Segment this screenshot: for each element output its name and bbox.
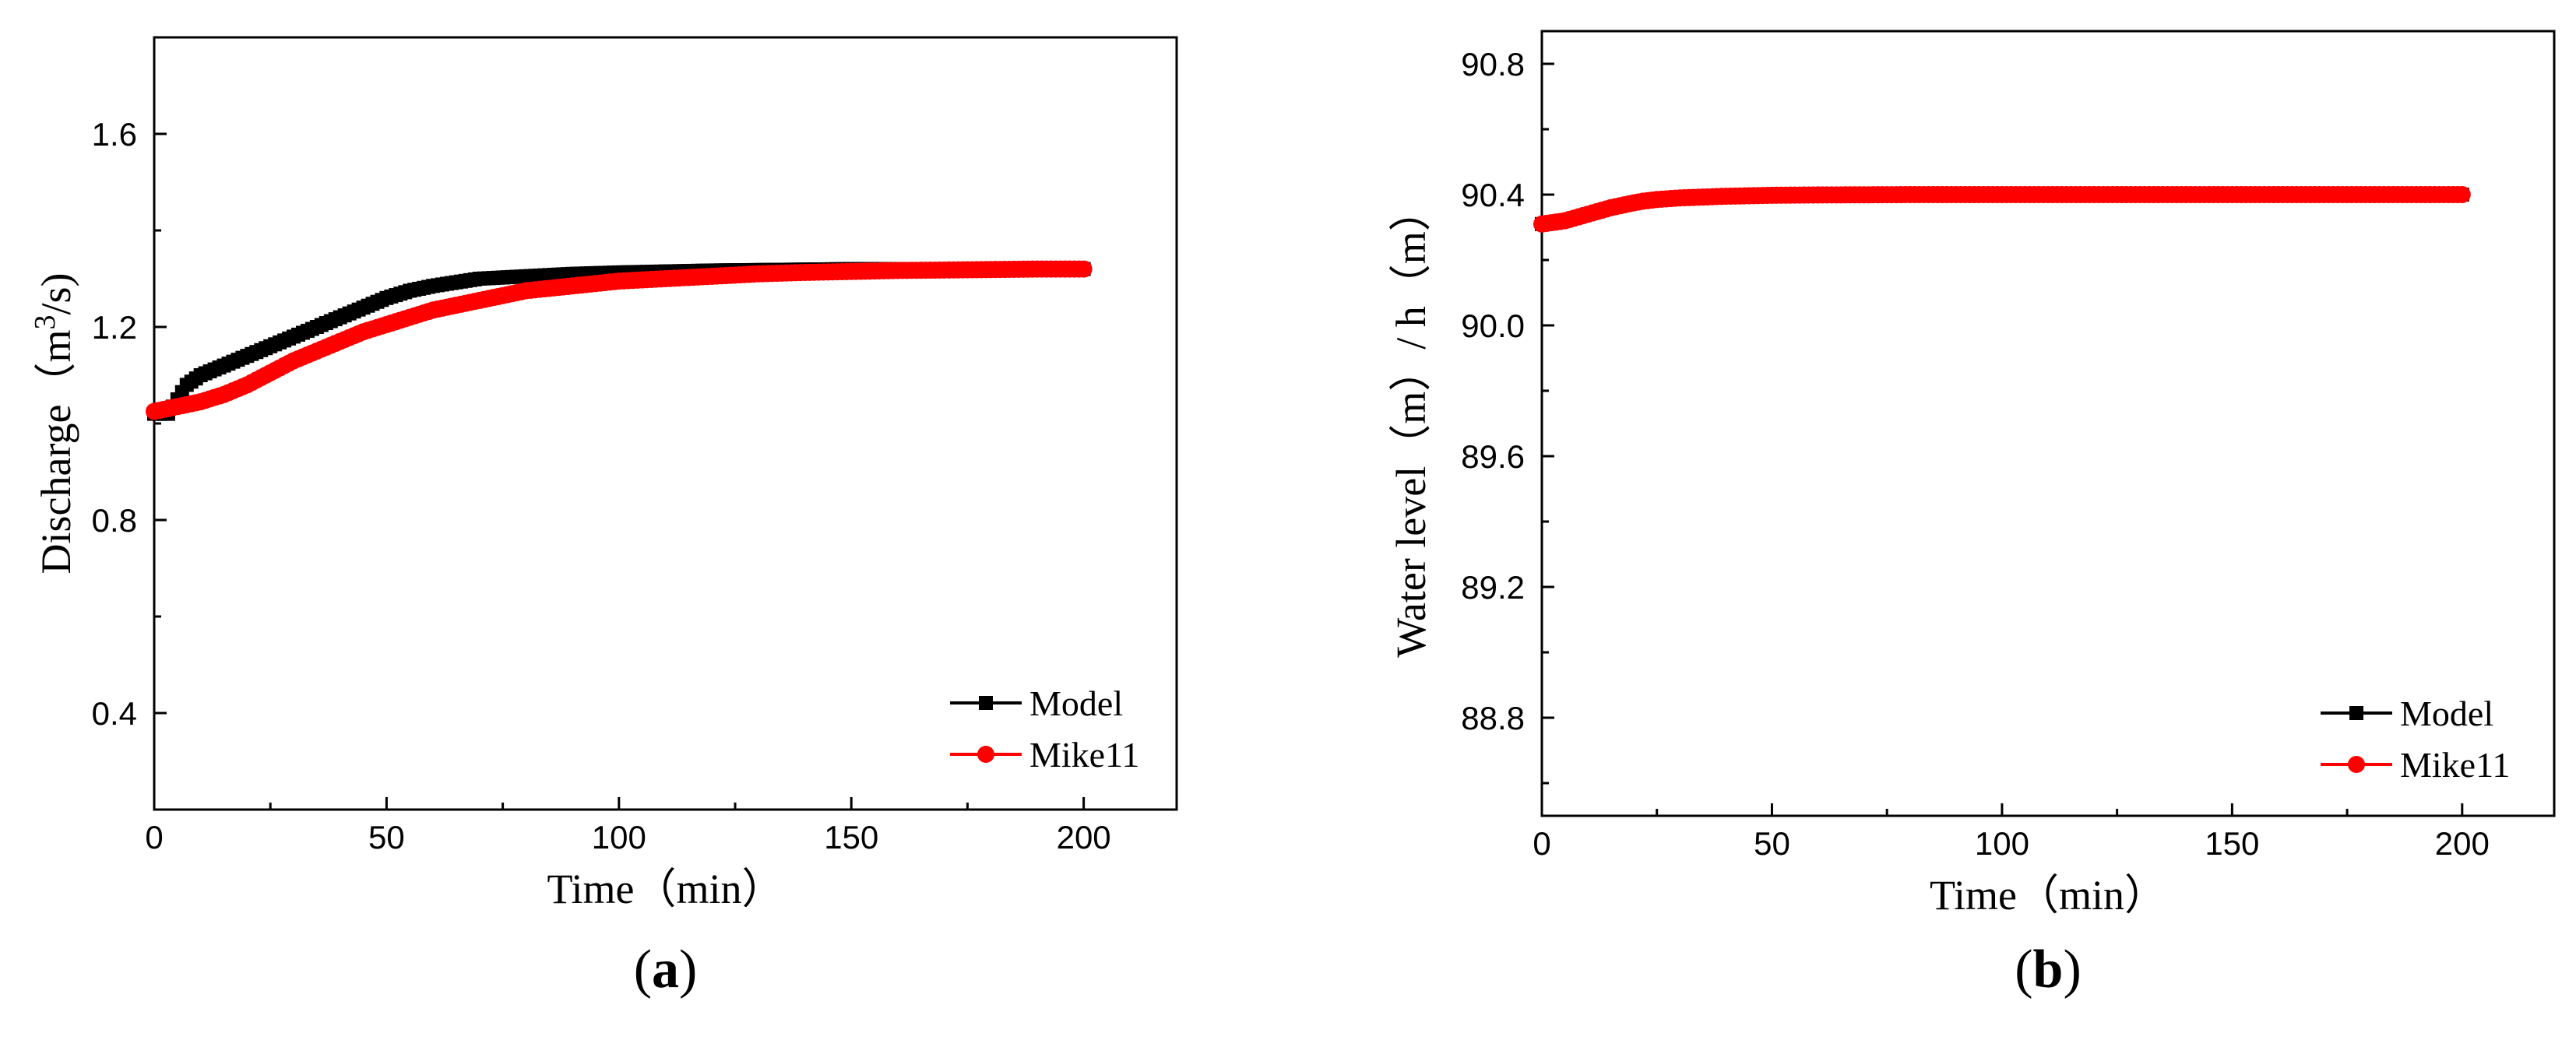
plot-frame <box>153 36 1178 811</box>
x-tick-label: 50 <box>368 819 405 856</box>
x-tick-label: 0 <box>1533 825 1550 862</box>
legend-marker <box>977 746 994 763</box>
legend: Model Mike11 <box>2321 694 2510 785</box>
y-axis-label: Water level（m）/ h（m） <box>1388 189 1434 658</box>
x-tick-label: 150 <box>2205 825 2259 862</box>
y-tick-label: 90.8 <box>1461 46 1525 83</box>
panel-label-close: ) <box>2063 940 2081 1000</box>
x-tick-label: 200 <box>2435 825 2490 862</box>
panel-label-open: ( <box>634 940 652 1000</box>
panel-label: (b) <box>2015 940 2082 1000</box>
data-point <box>1075 260 1093 278</box>
legend: Model Mike11 <box>950 683 1139 775</box>
panel-label-close: ) <box>679 940 697 1000</box>
x-tick-label: 200 <box>1057 819 1111 856</box>
y-axis-label-superscript: 3 <box>29 315 62 330</box>
panel-label-letter: b <box>2033 940 2064 1000</box>
legend-marker <box>979 696 993 710</box>
y-tick-label: 1.2 <box>92 309 137 346</box>
y-axis-label-part: /s) <box>33 273 79 315</box>
y-tick-label: 90.0 <box>1461 307 1525 344</box>
x-axis-label: Time（min） <box>1930 872 2166 919</box>
series-mike11 <box>1533 186 2471 233</box>
panel-label-open: ( <box>2015 940 2032 1000</box>
y-axis-label-part: Discharge（m <box>33 330 79 574</box>
x-tick-label: 0 <box>145 819 163 856</box>
x-tick-label: 100 <box>592 819 646 856</box>
panel-label-letter: a <box>652 940 679 1000</box>
x-axis-label: Time（min） <box>547 866 783 912</box>
data-point <box>2453 186 2471 203</box>
x-tick-label: 50 <box>1754 825 1790 862</box>
y-tick-label: 1.6 <box>92 116 137 153</box>
y-tick-label: 90.4 <box>1461 177 1525 213</box>
legend-label: Mike11 <box>1029 735 1139 775</box>
chart-panel-b: 0 50 100 150 200 88.8 89.2 89.6 90.0 90.4 90.8 Time… <box>1388 30 2556 1000</box>
plot-frame <box>1540 30 2556 817</box>
chart-panel-a: 0 50 100 150 200 0.4 0.8 1.2 1.6 Time（min） Dischar… <box>29 36 1178 1000</box>
panel-label: (a) <box>634 940 698 1000</box>
y-tick-label: 89.2 <box>1461 569 1525 606</box>
y-tick-label: 89.6 <box>1461 438 1525 475</box>
x-tick-label: 150 <box>824 819 878 856</box>
x-tick-label: 100 <box>1975 825 2029 862</box>
legend-label: Mike11 <box>2400 745 2510 785</box>
y-axis-label: Discharge（m3/s) <box>29 273 79 574</box>
legend-marker <box>2348 756 2365 773</box>
y-tick-label: 88.8 <box>1461 700 1525 736</box>
legend-label: Model <box>2400 694 2493 733</box>
series-mike11 <box>146 260 1093 420</box>
y-tick-label: 0.8 <box>92 502 137 539</box>
legend-label: Model <box>1029 683 1123 723</box>
legend-marker <box>2349 706 2363 720</box>
y-tick-label: 0.4 <box>92 695 137 732</box>
